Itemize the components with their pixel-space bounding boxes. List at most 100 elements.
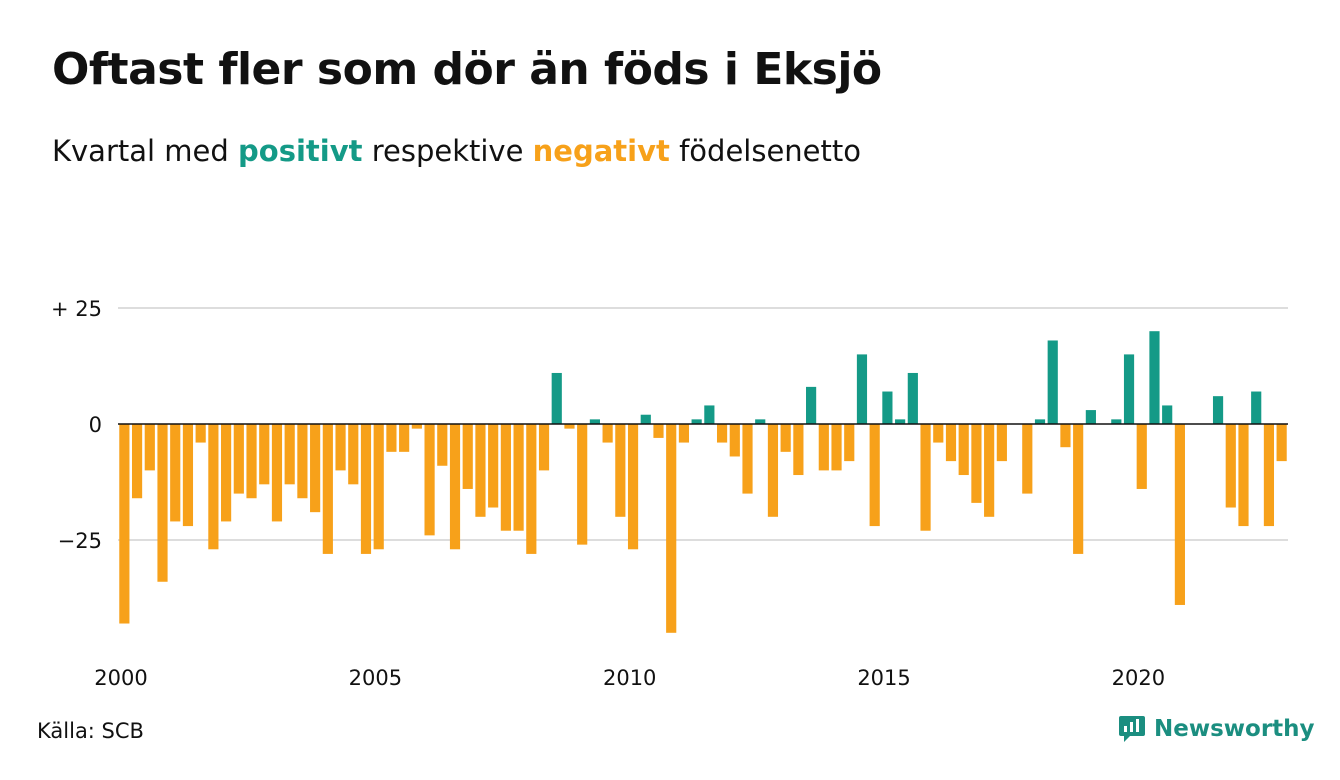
bar bbox=[920, 424, 931, 531]
newsworthy-logo-icon bbox=[1119, 716, 1145, 742]
brand-name: Newsworthy bbox=[1154, 716, 1315, 742]
bar bbox=[1238, 424, 1249, 527]
source-note: Källa: SCB bbox=[37, 719, 144, 743]
x-tick-label: 2010 bbox=[603, 666, 656, 690]
bar bbox=[144, 424, 155, 471]
bar bbox=[1111, 419, 1122, 424]
bar bbox=[742, 424, 753, 494]
bar bbox=[500, 424, 511, 531]
bar bbox=[1276, 424, 1287, 462]
bar bbox=[1073, 424, 1084, 554]
bar bbox=[602, 424, 613, 443]
brand-logo: Newsworthy bbox=[1118, 714, 1315, 744]
bar bbox=[666, 424, 677, 633]
bar bbox=[386, 424, 397, 452]
bar bbox=[729, 424, 740, 457]
bar bbox=[971, 424, 982, 503]
bar bbox=[411, 424, 422, 429]
bar bbox=[335, 424, 346, 471]
bar bbox=[1212, 396, 1224, 424]
bar bbox=[182, 424, 194, 527]
bar bbox=[856, 354, 868, 424]
bar bbox=[271, 424, 283, 522]
bar bbox=[564, 424, 575, 429]
bar bbox=[1174, 424, 1185, 605]
bars bbox=[119, 331, 1287, 633]
subtitle-middle: respektive bbox=[362, 134, 533, 168]
bar bbox=[933, 424, 944, 443]
bar bbox=[297, 424, 308, 499]
bar bbox=[437, 424, 448, 466]
bar bbox=[259, 424, 270, 485]
bar bbox=[170, 424, 181, 522]
bar bbox=[1123, 354, 1135, 424]
bar bbox=[449, 424, 461, 550]
bar bbox=[246, 424, 257, 499]
x-tick-label: 2020 bbox=[1112, 666, 1165, 690]
bar bbox=[640, 414, 651, 424]
bar bbox=[1022, 424, 1033, 494]
bar bbox=[488, 424, 499, 508]
chart-subtitle: Kvartal med positivt respektive negativt… bbox=[52, 134, 861, 168]
y-tick-label: −25 bbox=[58, 529, 102, 553]
bar bbox=[844, 424, 855, 462]
bar bbox=[627, 424, 639, 550]
subtitle-suffix: födelsenetto bbox=[669, 134, 861, 168]
bar bbox=[1136, 424, 1147, 489]
bar bbox=[348, 424, 359, 485]
bar bbox=[475, 424, 486, 517]
bar bbox=[996, 424, 1007, 462]
bar bbox=[424, 424, 435, 536]
bar bbox=[678, 424, 690, 443]
bar bbox=[233, 424, 244, 494]
bar bbox=[526, 424, 537, 554]
bar bbox=[615, 424, 626, 517]
bar bbox=[1060, 424, 1071, 448]
bar bbox=[984, 424, 995, 517]
bar bbox=[1034, 419, 1046, 424]
bar bbox=[907, 372, 918, 424]
subtitle-prefix: Kvartal med bbox=[52, 134, 239, 168]
bar bbox=[869, 424, 880, 527]
bar bbox=[373, 424, 384, 550]
y-tick-label: 0 bbox=[89, 413, 102, 437]
bar bbox=[208, 424, 219, 550]
x-tick-label: 2000 bbox=[94, 666, 147, 690]
bar bbox=[1263, 424, 1275, 527]
bar bbox=[589, 419, 600, 424]
bar bbox=[221, 424, 232, 522]
bar bbox=[1047, 340, 1058, 424]
bar bbox=[945, 424, 957, 462]
subtitle-positive-label: positivt bbox=[238, 134, 363, 168]
bar bbox=[691, 419, 702, 424]
x-tick-label: 2015 bbox=[857, 666, 910, 690]
subtitle-negative-label: negativt bbox=[532, 134, 670, 168]
bar bbox=[653, 424, 664, 438]
bar bbox=[780, 424, 791, 452]
bar bbox=[310, 424, 321, 513]
bar bbox=[551, 372, 562, 424]
x-axis-ticks: 2000 2005 2010 2015 2020 bbox=[94, 666, 1165, 690]
bar bbox=[755, 419, 766, 424]
bar bbox=[360, 424, 372, 554]
y-axis-ticks: + 25 0 −25 bbox=[51, 297, 102, 553]
bar bbox=[157, 424, 168, 582]
bar bbox=[895, 419, 906, 424]
bar bbox=[538, 424, 550, 471]
bar bbox=[119, 424, 130, 624]
y-tick-label: + 25 bbox=[51, 297, 102, 321]
chart-title: Oftast fler som dör än föds i Eksjö bbox=[52, 44, 882, 95]
bar-chart: + 25 0 −25 2000 2005 2010 2015 2020 bbox=[51, 297, 1288, 690]
bar bbox=[1162, 405, 1173, 424]
bar bbox=[767, 424, 779, 517]
bar bbox=[793, 424, 804, 476]
bar bbox=[882, 391, 893, 424]
bar bbox=[704, 405, 715, 424]
bar bbox=[831, 424, 842, 471]
bar bbox=[513, 424, 524, 531]
bar bbox=[716, 424, 728, 443]
bar bbox=[818, 424, 829, 471]
bar bbox=[1225, 424, 1236, 508]
x-tick-label: 2005 bbox=[349, 666, 402, 690]
bar bbox=[284, 424, 295, 485]
